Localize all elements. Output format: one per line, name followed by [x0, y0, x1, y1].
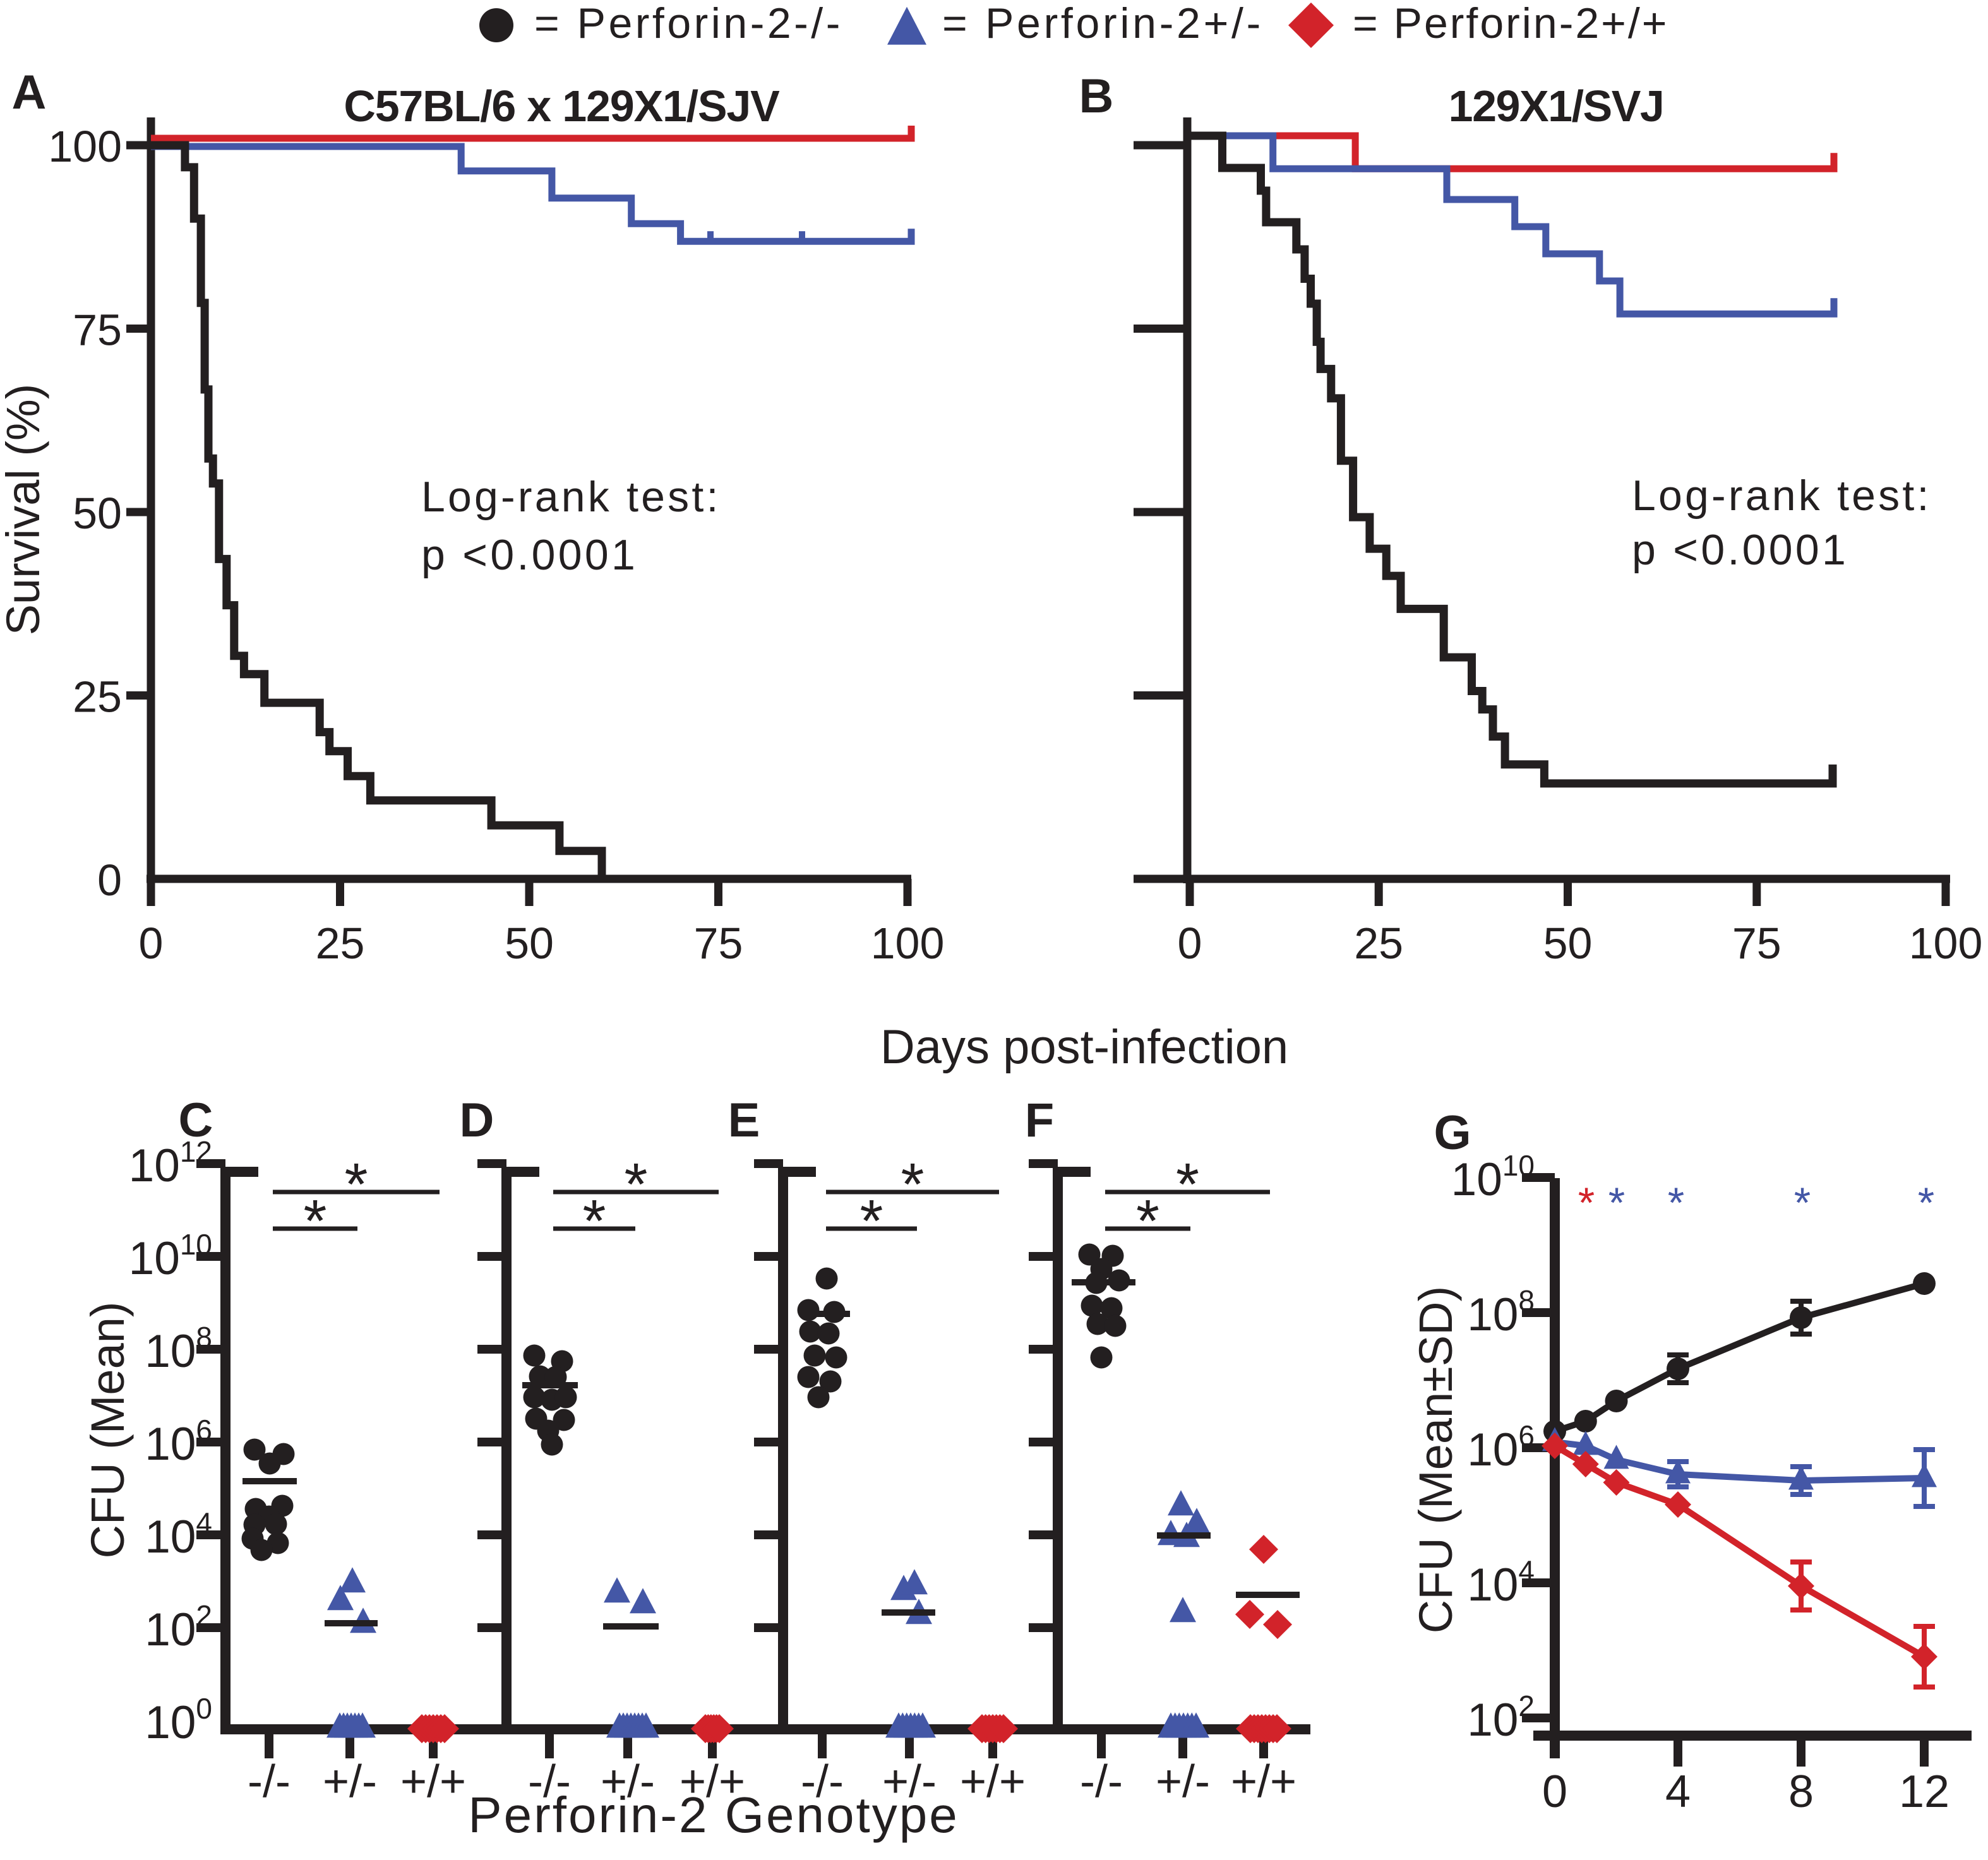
svg-text:B: B	[1079, 69, 1114, 123]
svg-text:0: 0	[97, 855, 122, 905]
svg-text:p <0.0001: p <0.0001	[421, 531, 638, 579]
svg-text:4: 4	[1665, 1767, 1691, 1817]
svg-text:+/+: +/+	[400, 1756, 466, 1807]
svg-text:-/-: -/-	[801, 1756, 844, 1807]
svg-text:*: *	[901, 1151, 925, 1218]
svg-text:129X1/SVJ: 129X1/SVJ	[1449, 81, 1664, 131]
svg-text:25: 25	[73, 672, 122, 722]
svg-text:102: 102	[145, 1599, 212, 1655]
svg-text:100: 100	[1909, 919, 1983, 968]
svg-text:12: 12	[1899, 1767, 1949, 1817]
svg-text:-/-: -/-	[248, 1756, 290, 1807]
svg-text:A: A	[12, 66, 47, 119]
svg-text:75: 75	[1732, 919, 1781, 968]
svg-text:C: C	[179, 1094, 213, 1147]
svg-text:Log-rank test:: Log-rank test:	[421, 473, 721, 521]
svg-text:25: 25	[316, 919, 365, 968]
svg-text:E: E	[728, 1094, 760, 1147]
svg-text:+/+: +/+	[680, 1756, 745, 1807]
svg-text:50: 50	[1543, 919, 1593, 968]
svg-text:100: 100	[48, 122, 122, 171]
svg-text:*: *	[1176, 1151, 1199, 1218]
svg-text:0: 0	[1178, 919, 1202, 968]
svg-text:-/-: -/-	[528, 1756, 571, 1807]
svg-text:+/+: +/+	[1231, 1756, 1296, 1807]
svg-text:25: 25	[1354, 919, 1403, 968]
svg-text:*: *	[1668, 1179, 1684, 1227]
svg-text:Survival (%): Survival (%)	[0, 384, 49, 636]
svg-text:0: 0	[1542, 1767, 1567, 1817]
svg-text:C57BL/6 x 129X1/SJV: C57BL/6 x 129X1/SJV	[344, 81, 780, 131]
svg-text:F: F	[1025, 1094, 1054, 1147]
svg-text:100: 100	[145, 1692, 212, 1748]
svg-text:= Perforin-2-/-: = Perforin-2-/-	[534, 0, 843, 47]
svg-text:*: *	[304, 1188, 327, 1255]
svg-text:+/+: +/+	[960, 1756, 1026, 1807]
svg-text:108: 108	[145, 1321, 212, 1377]
svg-text:+/-: +/-	[323, 1756, 377, 1807]
svg-text:75: 75	[73, 306, 122, 355]
svg-text:p <0.0001: p <0.0001	[1632, 526, 1848, 574]
svg-text:-/-: -/-	[1080, 1756, 1123, 1807]
svg-text:Days post-infection: Days post-infection	[880, 1020, 1288, 1074]
svg-text:*: *	[1578, 1179, 1595, 1227]
svg-text:*: *	[583, 1188, 606, 1255]
svg-text:*: *	[1918, 1179, 1934, 1227]
svg-text:*: *	[1136, 1188, 1159, 1255]
svg-text:8: 8	[1788, 1767, 1814, 1817]
svg-text:Perforin-2 Genotype: Perforin-2 Genotype	[468, 1787, 959, 1843]
svg-text:100: 100	[871, 919, 945, 968]
svg-text:75: 75	[694, 919, 743, 968]
svg-text:+/-: +/-	[882, 1756, 937, 1807]
svg-text:Log-rank test:: Log-rank test:	[1632, 472, 1932, 520]
svg-text:+/-: +/-	[1156, 1756, 1210, 1807]
svg-text:*: *	[625, 1151, 648, 1218]
svg-text:CFU (Mean±SD): CFU (Mean±SD)	[1410, 1286, 1462, 1633]
svg-text:+/-: +/-	[601, 1756, 655, 1807]
svg-text:50: 50	[73, 489, 122, 538]
svg-text:*: *	[860, 1188, 883, 1255]
svg-text:D: D	[460, 1094, 494, 1147]
svg-text:*: *	[1794, 1179, 1811, 1227]
svg-text:*: *	[345, 1151, 368, 1218]
svg-text:0: 0	[139, 919, 164, 968]
svg-text:*: *	[1608, 1179, 1625, 1227]
svg-text:104: 104	[1467, 1554, 1535, 1611]
svg-text:= Perforin-2+/-: = Perforin-2+/-	[942, 0, 1264, 47]
svg-text:= Perforin-2+/+: = Perforin-2+/+	[1353, 0, 1668, 47]
svg-text:CFU (Mean): CFU (Mean)	[81, 1301, 134, 1558]
svg-text:50: 50	[505, 919, 554, 968]
svg-text:G: G	[1434, 1106, 1471, 1160]
